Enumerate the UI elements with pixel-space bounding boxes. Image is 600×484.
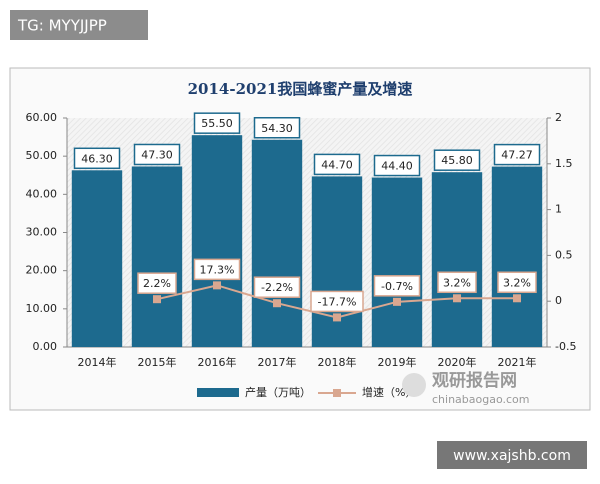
value-label: 47.27 <box>501 149 533 162</box>
value-label-box <box>133 143 181 166</box>
value-label-box <box>193 112 241 134</box>
y-tick-label: 10.00 <box>26 302 58 315</box>
x-tick-label: 2019年 <box>378 355 417 369</box>
legend-swatch <box>333 389 341 397</box>
site-text: www.xajshb.com <box>453 448 571 464</box>
value-label: -2.2% <box>261 281 293 294</box>
bar <box>191 135 243 347</box>
point <box>273 299 281 308</box>
value-label-box <box>497 271 537 294</box>
point <box>213 281 221 290</box>
bar <box>131 166 183 347</box>
bar <box>71 170 123 347</box>
value-label: 17.3% <box>200 263 235 276</box>
value-label-box <box>253 276 301 298</box>
site-box <box>437 441 587 469</box>
y-tick-label: 40.00 <box>26 187 58 200</box>
value-label-box <box>433 149 481 171</box>
x-tick-label: 2017年 <box>258 355 297 369</box>
value-label: 45.80 <box>441 154 473 167</box>
value-label: 55.50 <box>201 117 233 130</box>
x-tick-label: 2016年 <box>198 355 237 369</box>
legend-label: 产量（万吨） <box>245 385 311 399</box>
y2-tick-label: -0.5 <box>555 340 576 353</box>
logo-url: chinabaogao.com <box>432 393 530 406</box>
y2-tick-label: 1.5 <box>555 157 573 170</box>
x-tick-label: 2021年 <box>498 355 537 369</box>
y-tick-label: 30.00 <box>26 226 58 239</box>
point <box>513 294 521 303</box>
value-label: 46.30 <box>81 152 113 165</box>
tag-text: TG: MYYJJPP <box>17 17 107 35</box>
bar <box>251 139 303 347</box>
value-label-box <box>493 143 541 166</box>
point <box>453 294 461 303</box>
bar <box>371 177 423 347</box>
point <box>393 297 401 306</box>
value-label: 47.30 <box>141 148 173 161</box>
value-label-box <box>437 271 477 294</box>
y2-tick-label: 1 <box>555 203 562 216</box>
y-tick-label: 60.00 <box>26 111 58 124</box>
point <box>333 313 341 322</box>
logo-name: 观研报告网 <box>431 370 517 391</box>
x-tick-label: 2018年 <box>318 355 357 369</box>
legend-swatch <box>197 388 239 397</box>
value-label: 44.70 <box>321 158 353 171</box>
y-tick-label: 50.00 <box>26 149 58 162</box>
value-label: 44.40 <box>381 160 413 173</box>
value-label-box <box>310 290 364 313</box>
value-label: 3.2% <box>443 276 471 289</box>
y2-tick-label: 2 <box>555 111 562 124</box>
y-tick-label: 20.00 <box>26 264 58 277</box>
x-tick-label: 2015年 <box>138 355 177 369</box>
value-label-box <box>253 117 301 139</box>
x-tick-label: 2020年 <box>438 355 477 369</box>
value-label-box <box>73 147 121 170</box>
chart-title: 2014-2021我国蜂蜜产量及增速 <box>188 80 413 98</box>
value-label: 3.2% <box>503 276 531 289</box>
value-label: 54.30 <box>261 122 293 135</box>
tag-box <box>10 10 148 40</box>
value-label-box <box>373 275 421 297</box>
y2-tick-label: 0 <box>555 294 562 307</box>
point <box>153 295 161 304</box>
value-label-box <box>193 258 241 281</box>
value-label: -0.7% <box>381 280 413 293</box>
bar <box>431 172 483 347</box>
value-label-box <box>313 153 361 176</box>
value-label-box <box>373 154 421 177</box>
value-label-box <box>137 272 177 294</box>
logo-icon <box>402 373 426 397</box>
x-tick-label: 2014年 <box>78 355 117 369</box>
value-label: -17.7% <box>318 295 357 308</box>
y2-tick-label: 0.5 <box>555 248 573 261</box>
y-tick-label: 0.00 <box>33 340 58 353</box>
bar <box>491 166 543 347</box>
value-label: 2.2% <box>143 277 171 290</box>
